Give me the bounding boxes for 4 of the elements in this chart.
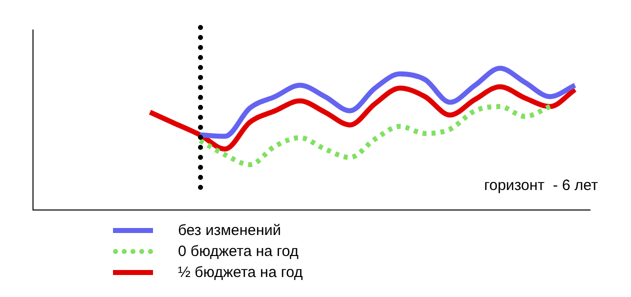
- legend-label: 0 бюджета на год: [178, 243, 299, 260]
- legend-label: без изменений: [178, 222, 282, 239]
- annotation: горизонт - 6 лет: [484, 177, 598, 194]
- legend-label: ½ бюджета на год: [178, 264, 303, 281]
